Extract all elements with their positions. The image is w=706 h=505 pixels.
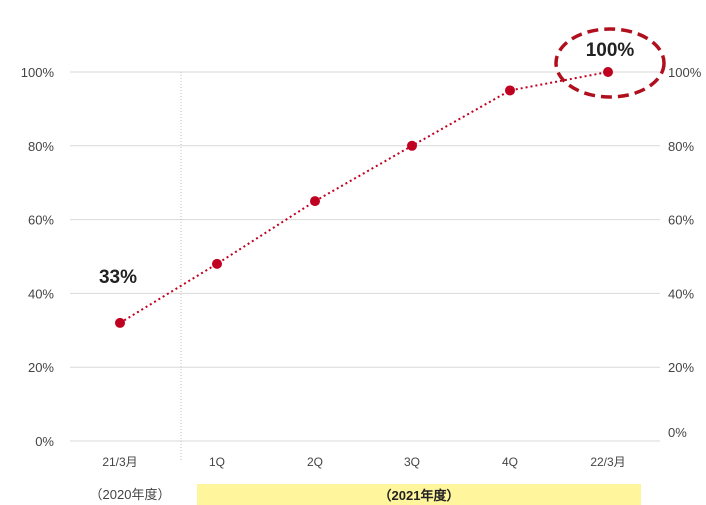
data-point	[407, 140, 417, 151]
x-tick-label: 22/3月	[590, 455, 625, 469]
y-tick-label-left: 0%	[35, 434, 54, 449]
series-line	[119, 71, 609, 324]
highlight-circle	[554, 27, 666, 99]
y-tick-label-left: 60%	[28, 213, 54, 228]
data-point	[310, 196, 320, 207]
period-label-2021: （2021年度）	[379, 488, 460, 503]
x-tick-label: 1Q	[209, 455, 225, 469]
y-tick-label-right: 0%	[668, 425, 687, 440]
period-label-2020: （2020年度）	[90, 487, 171, 502]
data-point	[505, 85, 515, 96]
y-tick-label-right: 60%	[668, 213, 694, 228]
y-tick-label-left: 20%	[28, 360, 54, 375]
y-tick-label-left: 80%	[28, 139, 54, 154]
annotation-end-value: 100%	[586, 40, 635, 61]
y-tick-label-left: 100%	[21, 65, 55, 80]
x-tick-label: 4Q	[502, 455, 518, 469]
data-point	[603, 67, 613, 77]
x-axis: 21/3月 1Q 2Q 3Q 4Q 22/3月	[102, 455, 625, 469]
data-point	[212, 258, 222, 269]
x-tick-label: 3Q	[404, 455, 420, 469]
annotation-start-value: 33%	[99, 267, 137, 288]
fiscal-2021-highlight	[197, 484, 641, 505]
y-tick-label-right: 100%	[668, 65, 702, 80]
y-tick-label-right: 80%	[668, 139, 694, 154]
data-point	[115, 317, 125, 328]
series-markers	[115, 67, 613, 328]
y-tick-label-right: 20%	[668, 360, 694, 375]
y-axis-left: 0% 20% 40% 60% 80% 100%	[21, 65, 55, 449]
x-tick-label: 21/3月	[102, 455, 137, 469]
x-tick-label: 2Q	[307, 455, 323, 469]
y-tick-label-right: 40%	[668, 286, 694, 301]
y-tick-label-left: 40%	[28, 286, 54, 301]
gridlines	[70, 71, 660, 442]
y-axis-right: 0% 20% 40% 60% 80% 100%	[668, 65, 702, 440]
